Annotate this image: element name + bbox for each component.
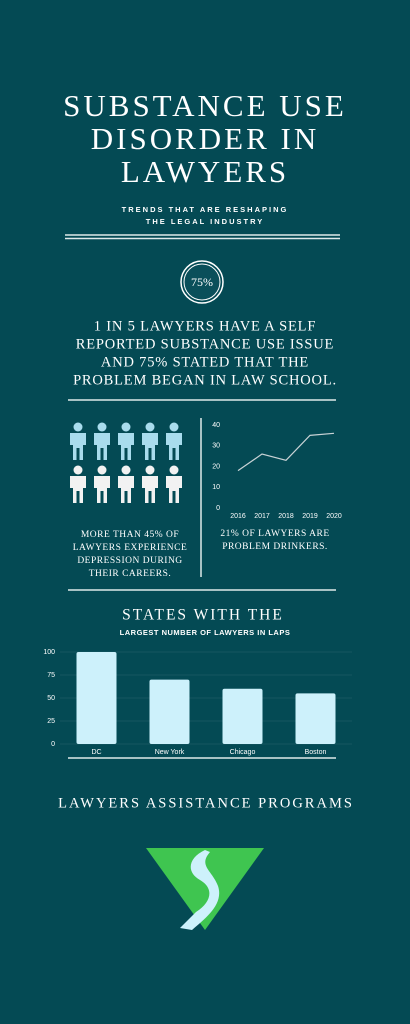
line <box>237 432 335 472</box>
person-head <box>145 465 155 475</box>
people-icons <box>70 422 182 503</box>
y-tick-label: 50 <box>47 695 55 702</box>
statement: 1 IN 5 LAWYERS HAVE A SELF <box>94 318 316 334</box>
x-tick-label: 2016 <box>230 513 246 520</box>
y-tick-label: 0 <box>51 741 55 748</box>
x-tick-label: 2020 <box>326 513 342 520</box>
person-icon <box>118 465 134 503</box>
person-head <box>97 465 107 475</box>
title: SUBSTANCE USE <box>63 88 347 123</box>
logo-triangle <box>146 848 264 930</box>
y-tick-label: 25 <box>47 718 55 725</box>
y-tick-label: 100 <box>43 649 55 656</box>
person-icon <box>94 465 110 503</box>
person-icon <box>118 422 134 460</box>
person-icon <box>70 422 86 460</box>
person-head <box>145 422 155 432</box>
x-tick-label: Boston <box>305 749 327 756</box>
person-icon <box>70 465 86 503</box>
person-body <box>94 476 110 503</box>
statement: PROBLEM BEGAN IN LAW SCHOOL. <box>73 372 337 388</box>
bar <box>222 688 263 744</box>
statement: AND 75% STATED THAT THE <box>101 354 309 370</box>
x-tick-label: 2018 <box>278 513 294 520</box>
stat-text: THEIR CAREERS. <box>89 569 171 579</box>
y-tick-label: 10 <box>212 484 220 491</box>
person-body <box>70 476 86 503</box>
person-body <box>166 476 182 503</box>
title: LAWYERS <box>121 154 289 189</box>
stat-text: PROBLEM DRINKERS. <box>222 542 328 552</box>
x-tick-label: 2019 <box>302 513 318 520</box>
person-head <box>73 465 83 475</box>
person-icon <box>142 465 158 503</box>
person-head <box>169 422 179 432</box>
bar <box>295 693 336 744</box>
bar <box>76 652 117 744</box>
badge-ring <box>180 260 224 304</box>
person-body <box>118 433 134 460</box>
person-head <box>169 465 179 475</box>
x-tick-label: 2017 <box>254 513 270 520</box>
statement: REPORTED SUBSTANCE USE ISSUE <box>76 336 334 352</box>
title: DISORDER IN <box>91 121 319 156</box>
x-tick-label: DC <box>91 749 101 756</box>
person-head <box>121 465 131 475</box>
person-body <box>142 476 158 503</box>
logo-path <box>180 850 220 930</box>
badge-text: 75% <box>191 275 213 289</box>
person-head <box>97 422 107 432</box>
stat-text: LAWYERS EXPERIENCE <box>73 543 188 553</box>
person-head <box>73 422 83 432</box>
person-body <box>142 433 158 460</box>
person-body <box>118 476 134 503</box>
person-head <box>121 422 131 432</box>
x-tick-label: New York <box>155 749 185 756</box>
y-tick-label: 30 <box>212 443 220 450</box>
chart-title: STATES WITH THE <box>122 607 284 624</box>
x-tick-label: Chicago <box>230 749 256 756</box>
chart-subtitle: LARGEST NUMBER OF LAWYERS IN LAPS <box>120 628 291 637</box>
subtitle: TRENDS THAT ARE RESHAPING <box>122 205 289 214</box>
person-icon <box>166 465 182 503</box>
y-tick-label: 40 <box>212 422 220 429</box>
bar <box>149 679 190 744</box>
person-icon <box>166 422 182 460</box>
person-icon <box>142 422 158 460</box>
person-body <box>166 433 182 460</box>
subtitle: THE LEGAL INDUSTRY <box>146 217 265 226</box>
y-tick-label: 0 <box>216 505 220 512</box>
footer: LAWYERS ASSISTANCE PROGRAMS <box>58 795 354 811</box>
stat-text: MORE THAN 45% OF <box>81 530 179 540</box>
y-tick-label: 20 <box>212 463 220 470</box>
stat-text: 21% OF LAWYERS ARE <box>220 529 329 539</box>
person-body <box>70 433 86 460</box>
stat-text: DEPRESSION DURING <box>77 556 182 566</box>
person-icon <box>94 422 110 460</box>
y-tick-label: 75 <box>47 672 55 679</box>
person-body <box>94 433 110 460</box>
badge <box>183 263 221 301</box>
